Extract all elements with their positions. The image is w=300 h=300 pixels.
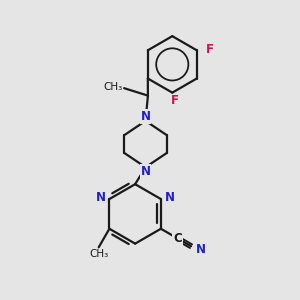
Text: C: C (173, 232, 182, 245)
Text: F: F (206, 43, 214, 56)
Text: N: N (96, 191, 106, 204)
Text: CH₃: CH₃ (103, 82, 123, 92)
Text: N: N (196, 243, 206, 256)
Text: N: N (140, 110, 151, 123)
Text: N: N (164, 191, 174, 204)
Text: F: F (171, 94, 179, 107)
Text: CH₃: CH₃ (89, 249, 108, 259)
Text: N: N (140, 165, 151, 178)
